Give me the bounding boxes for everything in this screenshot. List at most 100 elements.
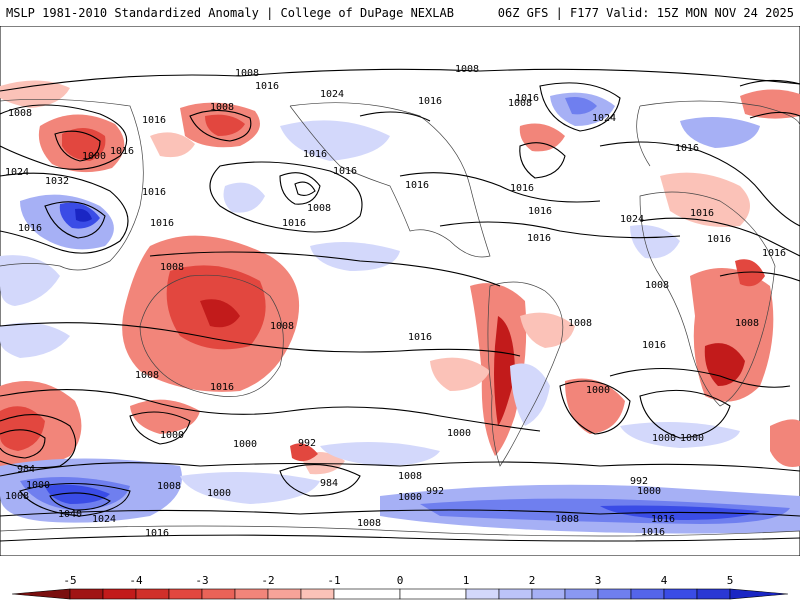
colorbar-tick: 2: [529, 574, 536, 587]
contour-label: 1000: [26, 480, 50, 491]
colorbar-segment-pos15: [465, 588, 500, 600]
contour-label: 1016: [255, 81, 279, 92]
contour-label: 1016: [333, 166, 357, 177]
contour-label: 1008: [235, 68, 259, 79]
colorbar-arrow-left: [11, 588, 71, 600]
contour-label: 1016: [641, 527, 665, 538]
contour-label: 1000: [233, 439, 257, 450]
contour-label: 1016: [675, 143, 699, 154]
colorbar: -5 -4 -3 -2 -1 0 1 2 3 4 5: [0, 570, 800, 600]
contour-label: 1000: [652, 433, 676, 444]
contour-label: 1016: [515, 93, 539, 104]
contour-label: 1000: [160, 430, 184, 441]
contour-label: 1016: [418, 96, 442, 107]
pos-anomaly-indian-ocean: [0, 255, 60, 306]
colorbar-segment-pos2: [498, 588, 533, 600]
contour-labels: 1008 1008 1016 1024 1016 1008 1008 1016 …: [5, 64, 786, 539]
contour-label: 1008: [645, 280, 669, 291]
contour-label: 1008: [157, 481, 181, 492]
contour-label: 1016: [408, 332, 432, 343]
contour-label: 1008: [5, 491, 29, 502]
contour-label: 992: [630, 476, 648, 487]
colorbar-tick: -1: [327, 574, 340, 587]
pos-anomaly-argentina: [510, 363, 550, 426]
contour-label: 1016: [642, 340, 666, 351]
contour-label: 1016: [110, 146, 134, 157]
neg-anomaly-east-atlantic: [519, 123, 565, 152]
contour-label: 1024: [5, 167, 29, 178]
contour-label: 1016: [142, 187, 166, 198]
contour-label: 1000: [680, 433, 704, 444]
contour-label: 1008: [398, 471, 422, 482]
pos-anomaly-se-pacific: [620, 422, 740, 448]
contour-label: 1008: [455, 64, 479, 75]
contour-label: 1016: [303, 149, 327, 160]
colorbar-tick: 3: [595, 574, 602, 587]
contour-label: 1024: [320, 89, 344, 100]
colorbar-segment-neg25: [234, 588, 269, 600]
contour-label: 1016: [527, 233, 551, 244]
contour-label: 1016: [142, 115, 166, 126]
colorbar-tick: -4: [129, 574, 143, 587]
colorbar-segment-neg35: [168, 588, 203, 600]
pos-anomaly-southern-ocean-4: [320, 442, 440, 466]
contour-label: 992: [298, 438, 316, 449]
contour-label: 1016: [145, 528, 169, 539]
contour-label: 1016: [282, 218, 306, 229]
isobar-contours: [0, 68, 800, 542]
pos-anomaly-europe: [680, 117, 760, 148]
colorbar-segment-pos5: [696, 588, 731, 600]
contour-label: 1008: [735, 318, 759, 329]
colorbar-segment-pos1: [399, 588, 467, 600]
contour-label: 1000: [398, 492, 422, 503]
coast-africa: [639, 191, 776, 407]
negative-anomaly-fields: [0, 80, 800, 475]
coast-australia: [139, 274, 284, 397]
contour-label: 1016: [18, 223, 42, 234]
neg-anomaly-south-pacific-east: [290, 443, 318, 462]
contour-label: 1000: [207, 488, 231, 499]
contour-label: 1016: [707, 234, 731, 245]
contour-label: 1040: [58, 509, 82, 520]
coast-south-america: [487, 281, 564, 467]
contour-label: 984: [320, 478, 338, 489]
contour-label: 1016: [690, 208, 714, 219]
contour-label: 1008: [160, 262, 184, 273]
colorbar-segment-neg15: [300, 588, 335, 600]
colorbar-segment-pos4: [630, 588, 665, 600]
colorbar-ticks: -5 -4 -3 -2 -1 0 1 2 3 4 5: [63, 574, 733, 587]
colorbar-segment-neg1: [333, 588, 401, 600]
contour-label: 1008: [210, 102, 234, 113]
model-run-info: 06Z GFS | F177 Valid: 15Z MON NOV 24 202…: [497, 6, 794, 20]
map-title: MSLP 1981-2010 Standardized Anomaly | Co…: [6, 6, 454, 20]
colorbar-tick: 0: [397, 574, 404, 587]
contour-label: 992: [426, 486, 444, 497]
colorbar-segment-pos25: [531, 588, 566, 600]
colorbar-segment-neg4: [135, 588, 170, 600]
colorbar-tick: 1: [463, 574, 470, 587]
colorbar-arrow-right: [729, 588, 789, 600]
colorbar-tick: 5: [727, 574, 734, 587]
contour-label: 1016: [762, 248, 786, 259]
neg-anomaly-se-pacific: [770, 419, 800, 467]
contour-label: 1016: [150, 218, 174, 229]
coastlines: [0, 98, 800, 537]
contour-label: 1000: [82, 151, 106, 162]
pos-anomaly-south-indian: [0, 322, 70, 358]
colorbar-segment-neg2: [267, 588, 302, 600]
colorbar-tick: -3: [195, 574, 208, 587]
colorbar-tick: 4: [661, 574, 668, 587]
contour-label: 1016: [651, 514, 675, 525]
neg-anomaly-europe: [740, 89, 800, 119]
contour-label: 1016: [510, 183, 534, 194]
neg-anomaly-brazil: [520, 312, 575, 348]
contour-label: 1008: [508, 98, 532, 109]
contour-label: 1024: [592, 113, 616, 124]
contour-label: 1024: [92, 514, 116, 525]
contour-label: 1000: [586, 385, 610, 396]
contour-label: 1016: [210, 382, 234, 393]
contour-label: 1000: [447, 428, 471, 439]
neg-anomaly-mideast: [660, 172, 750, 227]
contour-label: 1008: [135, 370, 159, 381]
contour-label: 1008: [270, 321, 294, 332]
